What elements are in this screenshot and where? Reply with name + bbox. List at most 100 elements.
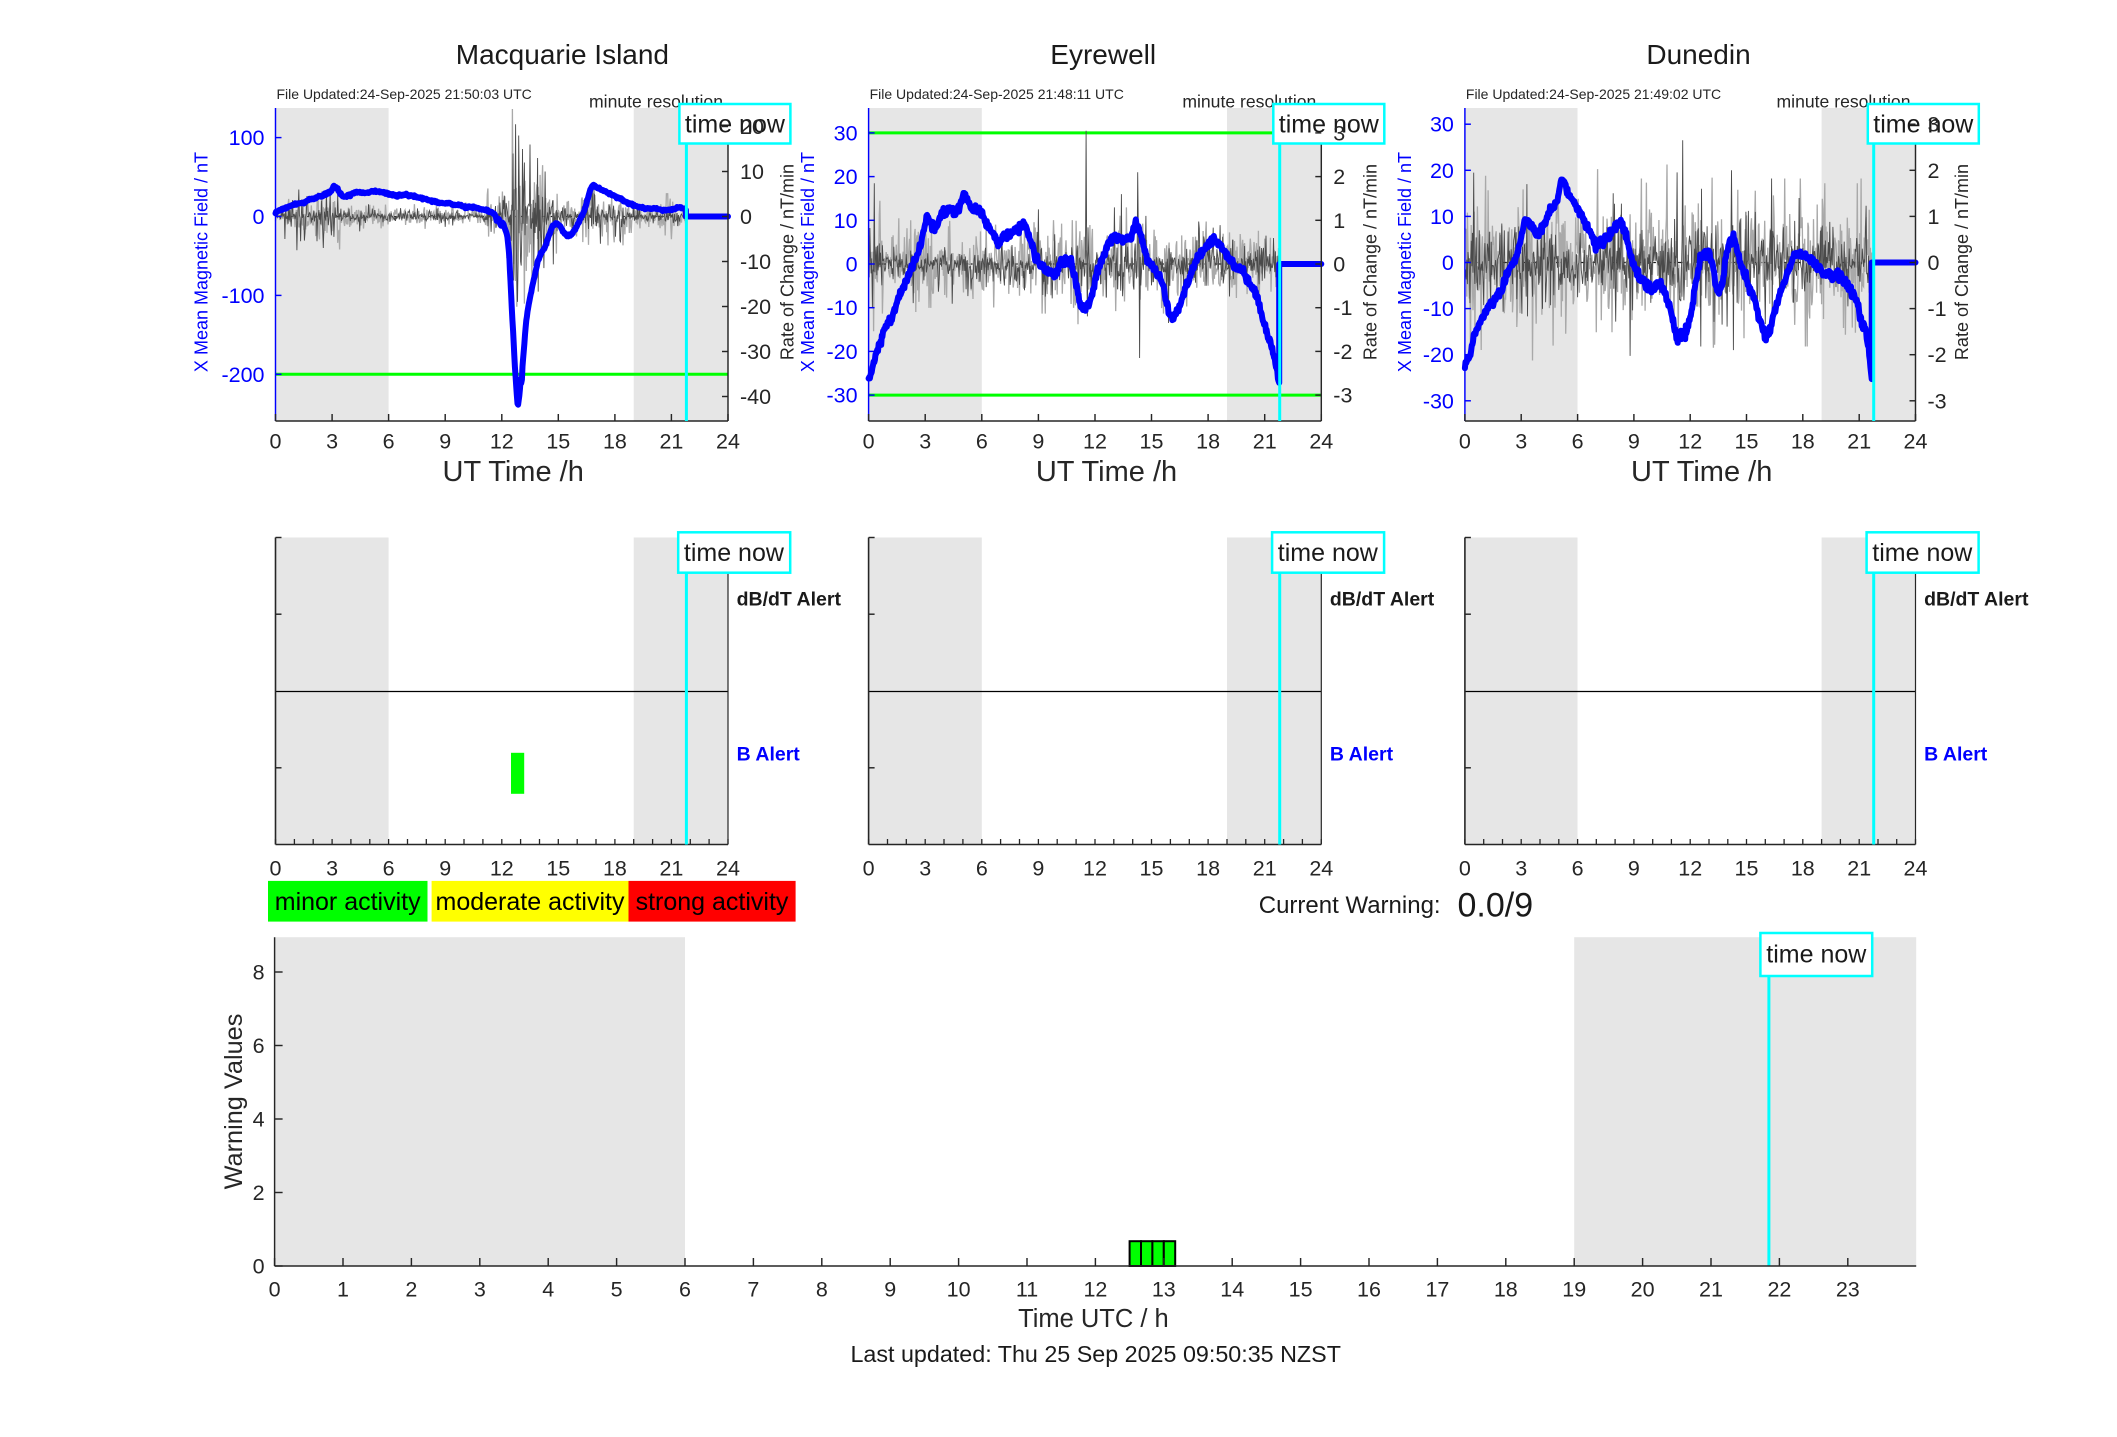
svg-text:24: 24: [1309, 857, 1333, 881]
svg-text:-10: -10: [827, 296, 858, 320]
svg-text:strong activity: strong activity: [636, 888, 789, 916]
svg-text:File Updated:24-Sep-2025 21:48: File Updated:24-Sep-2025 21:48:11 UTC: [870, 86, 1124, 102]
svg-text:-1: -1: [1928, 297, 1947, 321]
svg-text:-30: -30: [740, 340, 771, 364]
svg-text:30: 30: [1430, 113, 1454, 137]
svg-text:UT Time /h: UT Time /h: [1631, 456, 1772, 488]
svg-text:File Updated:24-Sep-2025 21:50: File Updated:24-Sep-2025 21:50:03 UTC: [277, 86, 532, 102]
svg-text:0: 0: [253, 205, 265, 229]
svg-text:24: 24: [1904, 430, 1928, 454]
svg-text:15: 15: [1140, 430, 1164, 454]
svg-text:0: 0: [1333, 253, 1345, 277]
svg-text:6: 6: [976, 430, 988, 454]
svg-text:X Mean Magnetic Field / nT: X Mean Magnetic Field / nT: [192, 152, 212, 372]
svg-text:Dunedin: Dunedin: [1646, 39, 1750, 70]
svg-text:X Mean Magnetic Field / nT: X Mean Magnetic Field / nT: [1395, 152, 1415, 372]
svg-text:3: 3: [1928, 113, 1940, 137]
svg-text:-20: -20: [740, 295, 771, 319]
svg-text:9: 9: [884, 1278, 896, 1302]
svg-text:time now: time now: [1279, 111, 1380, 139]
svg-text:0: 0: [253, 1255, 265, 1279]
svg-text:1: 1: [337, 1278, 349, 1302]
svg-text:2: 2: [1928, 159, 1940, 183]
svg-text:13: 13: [1152, 1278, 1176, 1302]
svg-text:Rate of Change / nT/min: Rate of Change / nT/min: [1361, 164, 1381, 360]
svg-text:12: 12: [1678, 430, 1702, 454]
svg-text:9: 9: [1628, 857, 1640, 881]
svg-text:6: 6: [383, 430, 395, 454]
svg-text:12: 12: [1678, 857, 1702, 881]
svg-text:8: 8: [816, 1278, 828, 1302]
svg-text:18: 18: [603, 430, 627, 454]
svg-text:9: 9: [1032, 430, 1044, 454]
svg-text:3: 3: [326, 857, 338, 881]
svg-text:3: 3: [919, 857, 931, 881]
svg-text:time now: time now: [685, 111, 786, 139]
svg-text:Last updated: Thu 25 Sep 2025: Last updated: Thu 25 Sep 2025 09:50:35 N…: [850, 1341, 1340, 1367]
svg-text:6: 6: [253, 1034, 265, 1058]
svg-text:time now: time now: [1873, 111, 1974, 139]
svg-text:24: 24: [1309, 430, 1333, 454]
svg-text:B Alert: B Alert: [1924, 744, 1988, 766]
svg-text:8: 8: [253, 961, 265, 985]
svg-text:-10: -10: [740, 250, 771, 274]
svg-text:time now: time now: [684, 539, 785, 567]
svg-text:-40: -40: [740, 385, 771, 409]
svg-text:0: 0: [270, 430, 282, 454]
svg-text:7: 7: [747, 1278, 759, 1302]
svg-text:12: 12: [1083, 1278, 1107, 1302]
svg-text:10: 10: [740, 160, 764, 184]
svg-text:18: 18: [1791, 430, 1815, 454]
svg-text:12: 12: [1083, 857, 1107, 881]
svg-text:10: 10: [834, 209, 858, 233]
svg-text:18: 18: [1196, 857, 1220, 881]
svg-text:20: 20: [1631, 1278, 1655, 1302]
svg-text:30: 30: [834, 121, 858, 145]
svg-text:0: 0: [1442, 251, 1454, 275]
svg-text:3: 3: [326, 430, 338, 454]
svg-text:2: 2: [405, 1278, 417, 1302]
svg-text:Rate of Change / nT/min: Rate of Change / nT/min: [778, 164, 798, 360]
svg-text:18: 18: [1791, 857, 1815, 881]
svg-text:minor activity: minor activity: [275, 888, 421, 916]
svg-text:time now: time now: [1872, 539, 1973, 567]
svg-text:15: 15: [1289, 1278, 1313, 1302]
svg-text:21: 21: [1253, 857, 1277, 881]
svg-text:15: 15: [1735, 430, 1759, 454]
svg-text:-30: -30: [827, 384, 858, 408]
svg-text:-100: -100: [221, 284, 264, 308]
svg-text:6: 6: [679, 1278, 691, 1302]
svg-text:0: 0: [270, 857, 282, 881]
svg-text:Eyrewell: Eyrewell: [1050, 39, 1156, 70]
svg-text:moderate activity: moderate activity: [436, 888, 625, 916]
svg-text:B Alert: B Alert: [737, 744, 801, 766]
svg-text:Current Warning:: Current Warning:: [1259, 892, 1441, 919]
svg-text:10: 10: [947, 1278, 971, 1302]
svg-text:-30: -30: [1423, 389, 1454, 413]
svg-text:UT Time /h: UT Time /h: [1036, 456, 1177, 488]
svg-text:4: 4: [253, 1108, 265, 1132]
svg-text:17: 17: [1425, 1278, 1449, 1302]
svg-text:Time UTC / h: Time UTC / h: [1018, 1305, 1169, 1333]
svg-text:12: 12: [490, 857, 514, 881]
svg-text:15: 15: [546, 857, 570, 881]
svg-text:Rate of Change / nT/min: Rate of Change / nT/min: [1952, 164, 1972, 360]
svg-text:-200: -200: [221, 363, 264, 387]
svg-text:3: 3: [1333, 121, 1345, 145]
svg-text:15: 15: [1140, 857, 1164, 881]
svg-text:18: 18: [1196, 430, 1220, 454]
svg-text:-1: -1: [1333, 296, 1352, 320]
svg-text:16: 16: [1357, 1278, 1381, 1302]
svg-text:24: 24: [1904, 857, 1928, 881]
svg-text:Warning Values: Warning Values: [220, 1014, 248, 1190]
svg-text:3: 3: [1515, 430, 1527, 454]
svg-text:-2: -2: [1333, 340, 1352, 364]
svg-text:21: 21: [1253, 430, 1277, 454]
svg-text:time now: time now: [1278, 539, 1379, 567]
svg-text:21: 21: [659, 430, 683, 454]
svg-text:dB/dT Alert: dB/dT Alert: [1330, 589, 1435, 611]
svg-text:dB/dT Alert: dB/dT Alert: [737, 589, 842, 611]
svg-text:-2: -2: [1928, 343, 1947, 367]
svg-text:21: 21: [659, 857, 683, 881]
svg-text:X Mean Magnetic Field / nT: X Mean Magnetic Field / nT: [798, 152, 818, 372]
